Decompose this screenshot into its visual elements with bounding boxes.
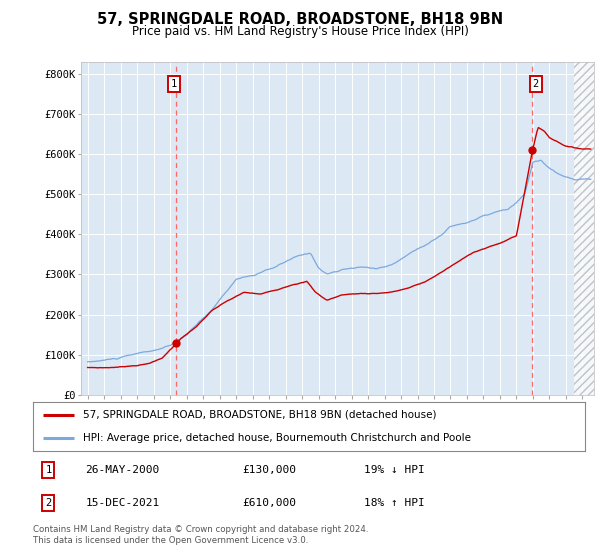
Text: Contains HM Land Registry data © Crown copyright and database right 2024.
This d: Contains HM Land Registry data © Crown c… [33, 525, 368, 545]
Text: 2: 2 [532, 78, 539, 88]
Text: 18% ↑ HPI: 18% ↑ HPI [364, 498, 425, 507]
Text: HPI: Average price, detached house, Bournemouth Christchurch and Poole: HPI: Average price, detached house, Bour… [83, 433, 470, 444]
Text: 57, SPRINGDALE ROAD, BROADSTONE, BH18 9BN: 57, SPRINGDALE ROAD, BROADSTONE, BH18 9B… [97, 12, 503, 27]
Text: 15-DEC-2021: 15-DEC-2021 [85, 498, 160, 507]
Text: 26-MAY-2000: 26-MAY-2000 [85, 465, 160, 475]
Text: 2: 2 [46, 498, 52, 507]
Text: 1: 1 [171, 78, 177, 88]
Text: Price paid vs. HM Land Registry's House Price Index (HPI): Price paid vs. HM Land Registry's House … [131, 25, 469, 38]
Text: £610,000: £610,000 [243, 498, 297, 507]
Text: £130,000: £130,000 [243, 465, 297, 475]
Text: 19% ↓ HPI: 19% ↓ HPI [364, 465, 425, 475]
Text: 57, SPRINGDALE ROAD, BROADSTONE, BH18 9BN (detached house): 57, SPRINGDALE ROAD, BROADSTONE, BH18 9B… [83, 410, 436, 420]
Text: 1: 1 [46, 465, 52, 475]
Polygon shape [574, 62, 594, 395]
